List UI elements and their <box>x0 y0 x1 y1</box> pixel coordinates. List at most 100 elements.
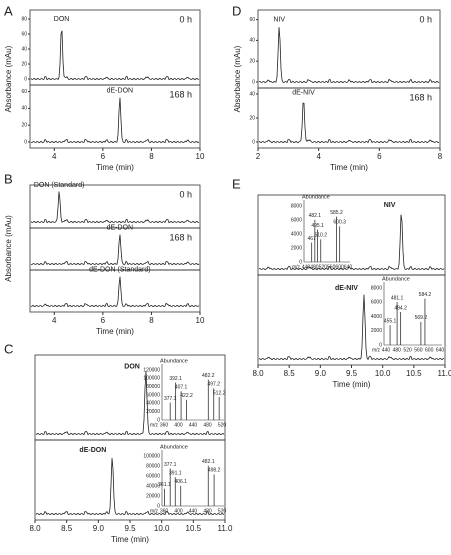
inset-x-tick-label: 640 <box>436 347 445 353</box>
time-label: 168 h <box>169 89 192 99</box>
y-tick-label: 20 <box>249 59 255 65</box>
inset-y-tick-label: 2000 <box>291 245 302 251</box>
mass-peak-label: 481.1 <box>391 295 404 301</box>
inset-y-label: Abundance <box>302 194 330 200</box>
x-tick-label: 8.5 <box>61 524 73 533</box>
panel-label: D <box>232 3 241 18</box>
inset-y-tick-label: 6000 <box>291 217 302 223</box>
inset-y-tick-label: 120000 <box>143 367 160 373</box>
chromatogram-trace <box>258 214 445 271</box>
inset-x-tick-label: 360 <box>160 508 169 514</box>
inset-x-label: m/z <box>150 508 159 514</box>
x-tick-label: 10.0 <box>154 524 170 533</box>
inset-y-tick-label: 0 <box>299 259 302 265</box>
x-tick-label: 8.0 <box>29 524 41 533</box>
mass-peak-label: 510.2 <box>314 233 327 239</box>
plot-frame <box>257 9 441 89</box>
mass-peak-label: 498.2 <box>208 468 221 474</box>
time-label: 0 h <box>419 14 432 24</box>
inset-y-tick-label: 20000 <box>146 409 160 415</box>
y-tick-label: 60 <box>21 89 27 95</box>
x-tick-label: 8 <box>149 152 154 161</box>
plot-frame <box>257 194 446 276</box>
inset-x-tick-label: 520 <box>403 347 412 353</box>
y-tick-label: 20 <box>21 61 27 67</box>
y-tick-label: 80 <box>21 16 27 22</box>
peak-label: dE-DON <box>107 87 133 94</box>
inset-x-tick-label: 440 <box>189 422 198 428</box>
mass-peak-label: 482.2 <box>202 373 215 379</box>
x-tick-label: 2 <box>256 152 261 161</box>
mass-peak-label: 494.2 <box>394 305 407 311</box>
inset-y-tick-label: 40000 <box>146 483 160 489</box>
x-tick-label: 6 <box>377 152 382 161</box>
time-label: 168 h <box>169 232 192 242</box>
y-tick-label: 0 <box>252 139 255 145</box>
plot-frame <box>257 274 446 366</box>
panel-label: E <box>232 176 241 191</box>
inset-y-tick-label: 80000 <box>146 384 160 390</box>
mass-peak-label: 392.1 <box>169 376 182 382</box>
inset-x-tick-label: 520 <box>218 508 227 514</box>
x-tick-label: 4 <box>52 152 57 161</box>
inset-x-label: m/z <box>372 347 381 353</box>
x-tick-label: 8.5 <box>284 369 296 378</box>
x-tick-label: 9.0 <box>93 524 105 533</box>
time-label: 0 h <box>179 14 192 24</box>
chromatogram-trace <box>30 97 200 144</box>
x-tick-label: 9.0 <box>315 369 327 378</box>
inset-x-label: m/z <box>150 422 159 428</box>
inset-x-tick-label: 600 <box>335 264 344 270</box>
inset-x-tick-label: 400 <box>174 508 183 514</box>
time-label: 0 h <box>179 189 192 199</box>
y-tick-label: 0 <box>24 139 27 145</box>
x-tick-label: 8 <box>149 316 154 325</box>
mass-peak-label: 584.2 <box>419 292 432 298</box>
chromatogram-trace <box>258 27 440 84</box>
inset-y-tick-label: 8000 <box>291 203 302 209</box>
x-tick-label: 10 <box>196 152 205 161</box>
mass-peak-label: 422.2 <box>180 393 193 399</box>
peak-label: dE-DON <box>79 447 106 454</box>
y-tick-label: 40 <box>21 106 27 112</box>
inset-y-tick-label: 20000 <box>146 493 160 499</box>
time-label: 168 h <box>409 92 432 102</box>
x-tick-label: 4 <box>52 316 57 325</box>
inset-y-tick-label: 60000 <box>146 392 160 398</box>
plot-frame <box>29 269 201 313</box>
inset-y-tick-label: 0 <box>379 342 382 348</box>
inset-y-label: Abundance <box>160 444 188 450</box>
y-tick-label: 40 <box>21 46 27 52</box>
inset-y-label: Abundance <box>160 358 188 364</box>
x-tick-label: 9.5 <box>124 524 136 533</box>
inset-x-tick-label: 440 <box>302 264 311 270</box>
x-tick-label: 10.5 <box>186 524 202 533</box>
inset-x-tick-label: 360 <box>160 422 169 428</box>
y-tick-label: 0 <box>24 76 27 82</box>
mass-peak-label: 455.1 <box>384 319 397 325</box>
peak-label: dE-NIV <box>335 285 358 292</box>
y-axis-label: Absorbance (mAu) <box>233 45 242 112</box>
inset-y-tick-label: 0 <box>157 417 160 423</box>
inset-x-tick-label: 480 <box>310 264 319 270</box>
inset-y-tick-label: 60000 <box>146 473 160 479</box>
panel-label: C <box>4 341 13 356</box>
inset-x-tick-label: 520 <box>319 264 328 270</box>
mass-peak-label: 497.2 <box>207 382 220 388</box>
inset-x-tick-label: 520 <box>218 422 227 428</box>
inset-x-tick-label: 400 <box>174 422 183 428</box>
y-tick-label: 40 <box>249 91 255 97</box>
x-tick-label: 11.0 <box>438 369 451 378</box>
mass-peak-label: 482.1 <box>309 213 322 219</box>
peak-label: NIV <box>384 202 396 209</box>
inset-x-tick-label: 640 <box>344 264 353 270</box>
inset-x-tick-label: 480 <box>393 347 402 353</box>
x-axis-label: Time (min) <box>111 535 149 544</box>
inset-x-label: m/z <box>292 264 301 270</box>
mass-peak-label: 495.1 <box>311 223 324 229</box>
mass-peak-label: 406.1 <box>174 479 187 485</box>
y-tick-label: 20 <box>249 115 255 121</box>
plot-frame <box>34 439 226 521</box>
inset-y-tick-label: 4000 <box>371 314 382 320</box>
